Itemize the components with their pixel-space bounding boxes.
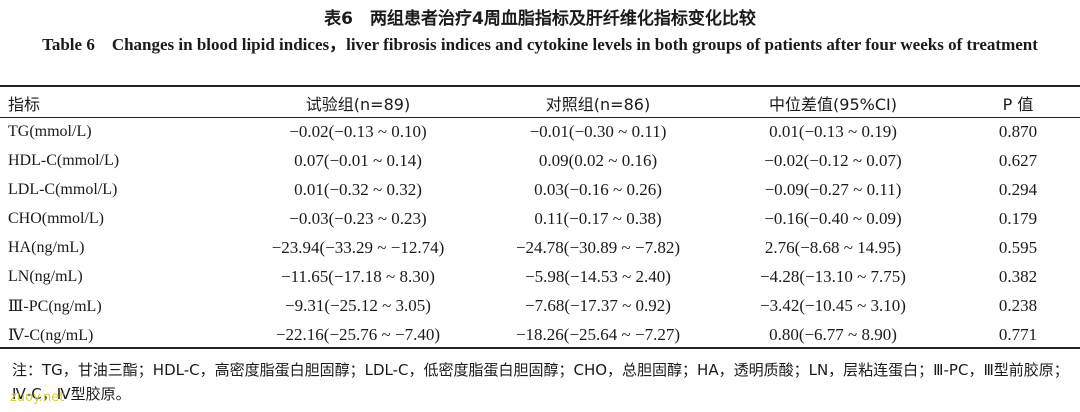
table-row: CHO(mmol/L) −0.03(−0.23 ~ 0.23) 0.11(−0.17… [0, 204, 1080, 233]
cell-indicator: LDL-C(mmol/L) [8, 180, 118, 198]
table-row: LDL-C(mmol/L) 0.01(−0.32 ~ 0.32) 0.03(−0.1… [0, 175, 1080, 204]
cell-trial-group: −22.16(−25.76 ~ −7.40) [275, 324, 441, 344]
table-row: Ⅲ-PC(ng/mL) −9.31(−25.12 ~ 3.05) −7.68(−17… [0, 291, 1080, 320]
header-trial-group: 试验组(n=89) [305, 94, 411, 114]
cell-p-value: 0.238 [998, 295, 1038, 315]
cell-indicator: Ⅳ-C(ng/mL) [8, 326, 94, 344]
cell-median-difference: −4.28(−13.10 ~ 7.75) [760, 266, 906, 286]
cell-trial-group: −0.03(−0.23 ~ 0.23) [289, 208, 427, 228]
watermark: zuoy.net [10, 390, 65, 405]
cell-p-value: 0.179 [998, 208, 1038, 228]
cell-trial-group: 0.07(−0.01 ~ 0.14) [294, 150, 422, 170]
cell-p-value: 0.627 [998, 150, 1038, 170]
cell-indicator: CHO(mmol/L) [8, 209, 104, 227]
cell-p-value: 0.771 [998, 324, 1038, 344]
cell-control-group: −7.68(−17.37 ~ 0.92) [525, 295, 671, 315]
cell-indicator: HA(ng/mL) [8, 238, 85, 256]
cell-median-difference: −3.42(−10.45 ~ 3.10) [760, 295, 906, 315]
cell-indicator: Ⅲ-PC(ng/mL) [8, 297, 102, 315]
cell-trial-group: −11.65(−17.18 ~ 8.30) [281, 266, 435, 286]
cell-indicator: LN(ng/mL) [8, 267, 83, 285]
header-control-group: 对照组(n=86) [545, 94, 651, 114]
cell-control-group: −5.98(−14.53 ~ 2.40) [525, 266, 671, 286]
cell-control-group: −0.01(−0.30 ~ 0.11) [529, 121, 667, 141]
table-row: TG(mmol/L) −0.02(−0.13 ~ 0.10) −0.01(−0.30… [0, 117, 1080, 146]
cell-control-group: 0.09(0.02 ~ 0.16) [538, 150, 658, 170]
table-title-en: Table 6 Changes in blood lipid indices，l… [42, 35, 1038, 54]
cell-p-value: 0.382 [998, 266, 1038, 286]
cell-indicator: HDL-C(mmol/L) [8, 151, 120, 169]
table-row: Ⅳ-C(ng/mL) −22.16(−25.76 ~ −7.40) −18.26(−… [0, 320, 1080, 349]
data-table: 指标 试验组(n=89) 对照组(n=86) 中位差值(95%CI) P 值 T… [0, 88, 1080, 349]
cell-p-value: 0.595 [998, 237, 1038, 257]
cell-median-difference: −0.09(−0.27 ~ 0.11) [764, 179, 902, 199]
cell-median-difference: 2.76(−8.68 ~ 14.95) [764, 237, 902, 257]
table-row: HDL-C(mmol/L) 0.07(−0.01 ~ 0.14) 0.09(0.02… [0, 146, 1080, 175]
header-p-value: P 值 [1002, 94, 1034, 114]
cell-median-difference: 0.80(−6.77 ~ 8.90) [769, 324, 897, 344]
table-header-rule [0, 117, 1080, 118]
cell-trial-group: −0.02(−0.13 ~ 0.10) [289, 121, 427, 141]
cell-control-group: −18.26(−25.64 ~ −7.27) [515, 324, 681, 344]
header-median-difference: 中位差值(95%CI) [769, 94, 897, 114]
table-top-rule [0, 85, 1080, 87]
table-bottom-rule [0, 347, 1080, 349]
table-header-row: 指标 试验组(n=89) 对照组(n=86) 中位差值(95%CI) P 值 [0, 88, 1080, 117]
cell-control-group: 0.11(−0.17 ~ 0.38) [534, 208, 662, 228]
cell-control-group: −24.78(−30.89 ~ −7.82) [515, 237, 681, 257]
header-indicator: 指标 [8, 94, 41, 114]
table-row: HA(ng/mL) −23.94(−33.29 ~ −12.74) −24.78(−… [0, 233, 1080, 262]
cell-trial-group: −23.94(−33.29 ~ −12.74) [271, 237, 445, 257]
cell-control-group: 0.03(−0.16 ~ 0.26) [534, 179, 662, 199]
cell-median-difference: −0.02(−0.12 ~ 0.07) [764, 150, 902, 170]
cell-p-value: 0.870 [998, 121, 1038, 141]
cell-indicator: TG(mmol/L) [8, 122, 92, 140]
cell-trial-group: 0.01(−0.32 ~ 0.32) [294, 179, 422, 199]
table-title-cn: 表6 两组患者治疗4周血脂指标及肝纤维化指标变化比较 [324, 9, 756, 29]
cell-median-difference: 0.01(−0.13 ~ 0.19) [769, 121, 897, 141]
cell-median-difference: −0.16(−0.40 ~ 0.09) [764, 208, 902, 228]
cell-trial-group: −9.31(−25.12 ~ 3.05) [285, 295, 431, 315]
table-row: LN(ng/mL) −11.65(−17.18 ~ 8.30) −5.98(−14.… [0, 262, 1080, 291]
cell-p-value: 0.294 [998, 179, 1038, 199]
table-note: 注：TG，甘油三酯；HDL-C，高密度脂蛋白胆固醇；LDL-C，低密度脂蛋白胆固… [12, 361, 1069, 403]
table-body: TG(mmol/L) −0.02(−0.13 ~ 0.10) −0.01(−0.30… [0, 117, 1080, 349]
